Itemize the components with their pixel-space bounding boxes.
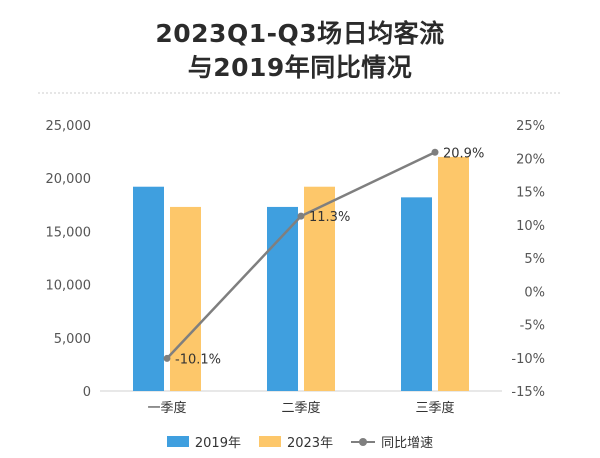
y2-axis-tick-label: -10% [511,352,545,367]
y2-axis-tick-label: 20% [516,152,545,167]
legend-label-2019: 2019年 [194,436,241,451]
growth-point [431,148,439,156]
chart-title-line-2: 与2019年同比情况 [187,53,413,82]
y-axis-tick-label: 0 [83,385,91,400]
growth-data-label: -10.1% [175,352,221,367]
x-axis-category-label: 三季度 [415,400,454,416]
bar-2023 [304,186,335,391]
bar-2023 [170,206,201,391]
growth-point [163,354,171,362]
y-axis-tick-label: 15,000 [46,225,92,240]
y-axis-tick-label: 5,000 [54,332,91,347]
legend-item-2019: 2019年 [166,432,241,451]
y2-axis-tick-label: 10% [516,219,545,234]
bar-2019 [267,206,298,391]
legend-label-2023: 2023年 [286,436,334,451]
y2-axis-tick-label: 15% [516,186,545,201]
bar-2023 [438,156,469,391]
chart-legend: 2019年 2023年 同比增速 [0,432,600,451]
bar-2019 [133,186,164,391]
y2-axis-tick-label: 5% [524,252,545,267]
y2-axis-tick-label: 0% [524,285,545,300]
x-axis-category-label: 二季度 [281,400,320,416]
y-axis-tick-label: 10,000 [46,279,92,294]
y-axis-tick-label: 25,000 [46,119,92,134]
y-axis-tick-label: 20,000 [46,172,92,187]
legend-item-growth: 同比增速 [351,432,433,451]
growth-data-label: 11.3% [309,210,350,225]
chart-plot: 0 5,000 10,000 15,000 20,000 25,000 -15% -10% -5… [38,92,562,416]
growth-line [166,151,436,360]
legend-item-2023: 2023年 [258,432,334,451]
chart-title-line-1: 2023Q1-Q3场日均客流 [155,19,445,48]
legend-swatch-growth [351,436,376,448]
y2-axis-tick-label: 25% [516,119,545,134]
growth-data-label: 20.9% [443,146,484,161]
y2-axis-tick-label: -15% [511,385,545,400]
legend-swatch-2023 [258,436,281,447]
y2-axis-tick-label: -5% [520,319,545,334]
legend-label-growth: 同比增速 [381,436,434,451]
legend-swatch-2019 [166,436,189,447]
growth-point [297,212,305,220]
x-axis-category-label: 一季度 [147,400,186,416]
bar-2019 [401,197,432,391]
